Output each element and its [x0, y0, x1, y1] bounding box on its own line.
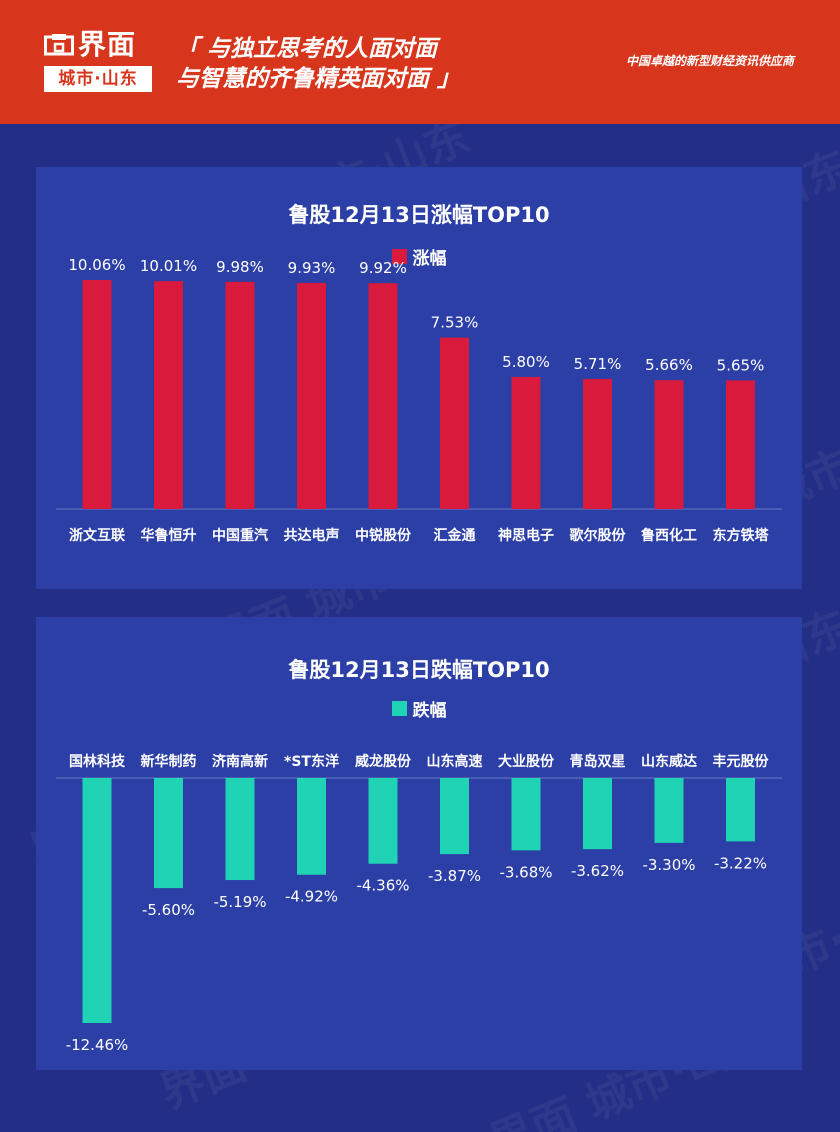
gainers-bar-3 — [225, 281, 255, 509]
gainers-category-label-4: 共达电声 — [284, 527, 340, 544]
gainers-value-label-6: 7.53% — [431, 314, 479, 332]
losers-category-label-4: *ST东洋 — [284, 753, 339, 770]
logo-mark-icon — [44, 34, 74, 56]
gainers-bar-5 — [368, 283, 398, 509]
losers-panel: 鲁股12月13日跌幅TOP10 跌幅 国林科技 -12.46% 新华制药 -5.60%… — [36, 617, 802, 1070]
gainers-bar-9 — [654, 380, 684, 509]
losers-category-label-10: 丰元股份 — [713, 753, 770, 770]
losers-category-label-8: 青岛双星 — [570, 753, 626, 770]
losers-bar-10 — [726, 778, 755, 842]
losers-bar-9 — [654, 778, 684, 843]
gainers-value-label-7: 5.80% — [502, 353, 550, 371]
losers-bar-3 — [225, 778, 255, 881]
gainers-category-label-8: 歌尔股份 — [570, 527, 627, 544]
losers-category-label-7: 大业股份 — [498, 753, 555, 770]
gainers-category-label-9: 鲁西化工 — [640, 527, 697, 544]
slogan-line-2: 与智慧的齐鲁精英面对面 」 — [176, 66, 461, 92]
losers-value-label-9: -3.30% — [642, 856, 695, 874]
gainers-value-label-9: 5.66% — [645, 356, 693, 374]
losers-bar-4 — [297, 778, 326, 875]
gainers-category-label-6: 汇金通 — [434, 527, 476, 544]
gainers-bar-chart: 10.06% 浙文互联 10.01% 华鲁恒升 9.98% 中国重汽 9.93% 共达电声 9.… — [56, 256, 782, 544]
gainers-category-label-10: 东方铁塔 — [713, 527, 770, 544]
losers-value-label-2: -5.60% — [142, 901, 195, 919]
tagline: 中国卓越的新型财经资讯供应商 — [625, 54, 794, 68]
losers-value-label-10: -3.22% — [714, 854, 767, 872]
gainers-bar-1 — [82, 280, 112, 509]
losers-category-label-5: 威龙股份 — [355, 753, 412, 770]
losers-legend: 跌幅 — [36, 696, 802, 721]
losers-bar-7 — [511, 778, 541, 851]
losers-category-label-9: 山东威达 — [641, 753, 697, 770]
losers-category-label-6: 山东高速 — [427, 753, 483, 770]
slogan: 「 与独立思考的人面对面 与智慧的齐鲁精英面对面 」 — [176, 34, 460, 94]
gainers-value-label-4: 9.93% — [288, 259, 336, 277]
logo-subtitle: 城市·山东 — [44, 66, 152, 92]
gainers-value-label-10: 5.65% — [717, 356, 765, 374]
losers-legend-label: 跌幅 — [412, 701, 447, 721]
gainers-value-label-1: 10.06% — [68, 256, 125, 274]
gainers-category-label-1: 浙文互联 — [69, 527, 126, 544]
losers-value-label-8: -3.62% — [571, 862, 624, 880]
gainers-value-label-5: 9.92% — [359, 259, 407, 277]
gainers-bar-8 — [583, 379, 612, 509]
gainers-bar-2 — [154, 281, 183, 509]
gainers-panel: 鲁股12月13日涨幅TOP10 涨幅 10.06% 浙文互联 10.01% 华鲁恒升 9… — [36, 167, 802, 589]
gainers-bar-7 — [511, 376, 541, 509]
losers-value-label-7: -3.68% — [499, 863, 552, 881]
losers-bar-1 — [82, 778, 112, 1023]
losers-bar-chart: 国林科技 -12.46% 新华制药 -5.60% 济南高新 -5.19% *ST东洋 -4.9… — [56, 753, 782, 1054]
gainers-legend-label: 涨幅 — [412, 249, 447, 269]
gainers-value-label-3: 9.98% — [216, 258, 264, 276]
gainers-value-label-2: 10.01% — [140, 257, 197, 275]
gainers-legend: 涨幅 — [36, 244, 802, 269]
gainers-legend-swatch — [391, 249, 407, 264]
gainers-chart-title: 鲁股12月13日涨幅TOP10 — [288, 203, 550, 227]
gainers-category-label-5: 中锐股份 — [355, 527, 412, 544]
logo: 界面 城市·山东 — [44, 30, 152, 92]
header-banner: 界面 城市·山东 「 与独立思考的人面对面 与智慧的齐鲁精英面对面 」 中国卓越… — [0, 0, 840, 124]
losers-category-label-2: 新华制药 — [141, 753, 197, 770]
logo-name: 界面 — [78, 28, 137, 61]
gainers-category-label-2: 华鲁恒升 — [141, 527, 197, 544]
losers-value-label-3: -5.19% — [213, 893, 266, 911]
losers-value-label-5: -4.36% — [356, 877, 409, 895]
slogan-line-1: 「 与独立思考的人面对面 — [176, 36, 438, 62]
gainers-bar-4 — [297, 282, 326, 509]
gainers-bar-6 — [440, 337, 469, 509]
losers-category-label-3: 济南高新 — [212, 753, 268, 770]
losers-value-label-6: -3.87% — [428, 867, 481, 885]
losers-legend-swatch — [391, 701, 407, 716]
losers-bar-8 — [583, 778, 612, 850]
losers-bar-5 — [368, 778, 398, 864]
losers-value-label-1: -12.46% — [66, 1036, 129, 1054]
gainers-category-label-3: 中国重汽 — [212, 527, 268, 544]
losers-value-label-4: -4.92% — [285, 888, 338, 906]
gainers-bar-10 — [726, 380, 755, 509]
losers-chart-title: 鲁股12月13日跌幅TOP10 — [288, 658, 550, 682]
gainers-value-label-8: 5.71% — [574, 355, 622, 373]
losers-bar-6 — [440, 778, 469, 855]
losers-bar-2 — [154, 778, 183, 889]
losers-category-label-1: 国林科技 — [69, 753, 126, 770]
gainers-category-label-7: 神思电子 — [498, 527, 554, 544]
